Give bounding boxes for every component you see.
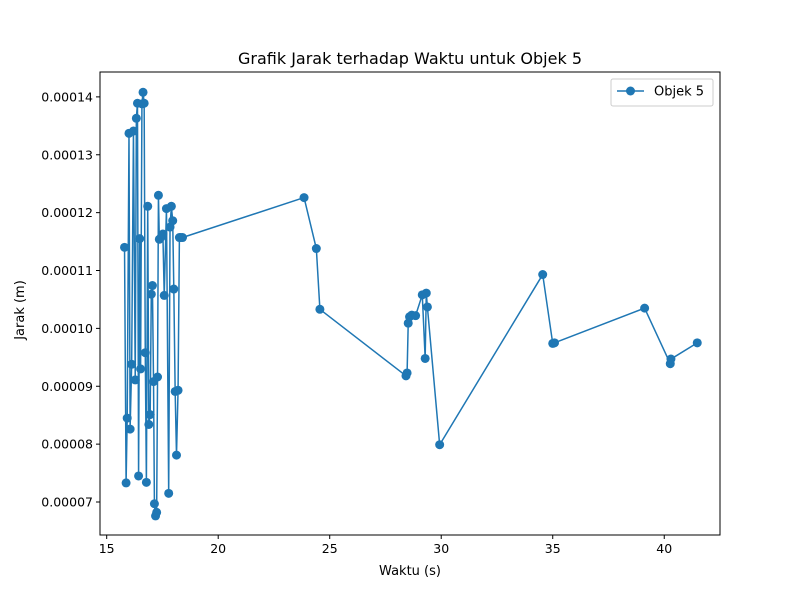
y-tick-label: 0.00012 [41,205,93,220]
data-point [169,284,179,294]
data-point [692,338,702,348]
y-tick-label: 0.00009 [41,379,93,394]
data-point [153,190,163,200]
chart-title: Grafik Jarak terhadap Waktu untuk Objek … [238,49,582,68]
data-point [168,216,178,226]
data-point [134,471,144,481]
data-point [173,385,183,395]
data-point [550,338,560,348]
data-point [125,424,135,434]
plot-frame [99,71,721,536]
legend-marker [626,86,635,96]
data-point [139,98,149,108]
y-tick-label: 0.00007 [41,495,93,510]
data-point [411,311,421,321]
data-point [402,368,412,378]
x-tick-label: 35 [545,541,561,556]
y-tick-label: 0.00013 [41,147,93,162]
data-point [138,87,148,97]
data-point [164,488,174,498]
data-point [147,281,157,291]
data-point [131,113,141,123]
x-tick-label: 20 [210,541,226,556]
x-axis: 15 20 25 30 35 40 [99,535,672,556]
data-point [299,193,309,203]
data-point [135,234,145,244]
data-point [128,126,138,136]
data-point [130,375,140,385]
data-point [146,289,156,299]
data-point [152,507,162,517]
data-point [158,229,168,239]
data-point [420,353,430,363]
data-point [144,419,154,429]
legend-box [610,78,714,107]
series-layer [120,87,702,521]
data-point [122,413,132,423]
data-point [127,359,137,369]
data-point [159,290,169,300]
y-axis-label: Jarak (m) [13,280,28,341]
data-point [136,364,146,374]
data-point [120,242,130,252]
data-point [153,372,163,382]
data-point [141,477,151,487]
data-point [435,440,445,450]
data-point [143,201,153,211]
x-tick-label: 15 [99,541,115,556]
data-point [315,304,325,314]
legend-label: Objek 5 [654,85,704,100]
x-tick-label: 30 [433,541,449,556]
data-point [140,348,150,358]
data-point [311,244,321,254]
data-point [145,410,155,420]
x-tick-label: 25 [322,541,338,556]
y-tick-label: 0.00008 [41,437,93,452]
data-point [149,499,159,509]
y-tick-label: 0.00011 [41,263,93,278]
y-tick-label: 0.00010 [41,321,93,336]
y-axis: 0.00007 0.00008 0.00009 0.00010 0.00011 0.000… [41,89,100,510]
x-axis-label: Waktu (s) [379,564,441,579]
data-point [538,270,548,280]
y-tick-label: 0.00014 [41,89,93,104]
data-point [422,302,432,312]
data-point [666,354,676,364]
data-point [166,201,176,211]
data-point [421,288,431,298]
series-line [123,91,698,517]
data-point [121,478,131,488]
data-point [640,303,650,313]
x-tick-label: 40 [656,541,672,556]
legend: Objek 5 [610,78,714,107]
data-point [178,233,188,243]
data-point [172,450,181,460]
